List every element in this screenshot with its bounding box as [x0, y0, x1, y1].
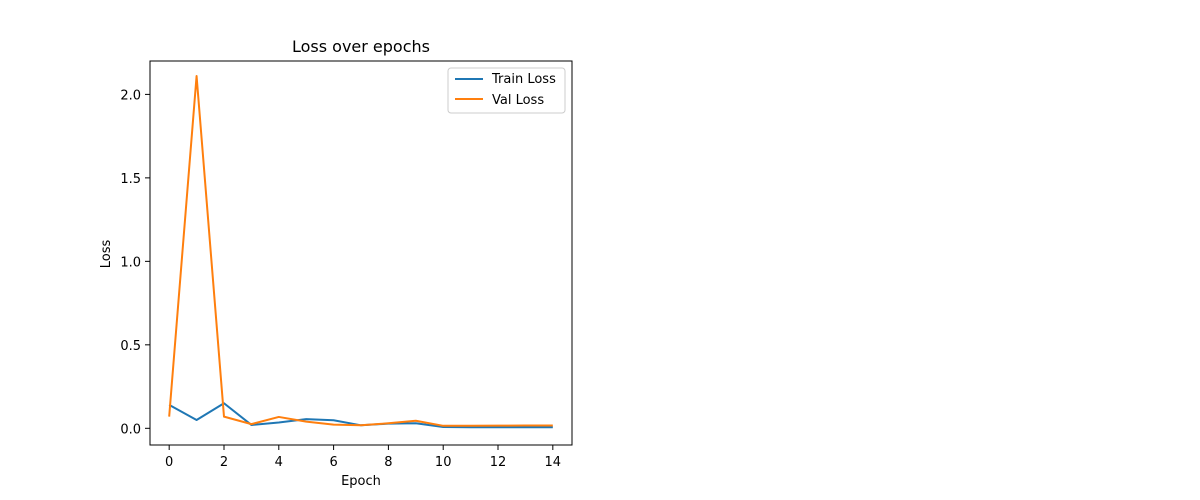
x-tick-label: 8 [384, 455, 392, 470]
y-tick-label: 2.0 [120, 88, 141, 103]
plot-frame [149, 60, 573, 446]
x-tick-label: 14 [545, 455, 562, 470]
y-tick-label: 0.0 [120, 422, 141, 437]
legend-label-val-loss: Val Loss [492, 93, 544, 108]
y-axis-title: Loss [99, 240, 114, 269]
y-tick-label: 1.0 [120, 255, 141, 270]
y-tick-label: 0.5 [120, 339, 141, 354]
x-tick-label: 6 [329, 455, 337, 470]
legend: Train Loss Val Loss [447, 67, 566, 114]
legend-label-train-loss: Train Loss [491, 72, 556, 87]
y-axis-ticks: 0.0 0.5 1.0 1.5 2.0 [120, 88, 150, 437]
chart-title: Loss over epochs [292, 37, 430, 56]
x-axis-ticks: 0 2 4 6 8 10 12 14 [165, 445, 561, 470]
plot-area [149, 60, 573, 446]
series-lines [168, 75, 553, 429]
x-tick-label: 0 [165, 455, 173, 470]
x-tick-label: 10 [435, 455, 452, 470]
x-tick-label: 12 [490, 455, 507, 470]
x-axis-title: Epoch [341, 474, 381, 489]
x-tick-label: 4 [275, 455, 283, 470]
x-tick-label: 2 [220, 455, 228, 470]
y-tick-label: 1.5 [120, 172, 141, 187]
